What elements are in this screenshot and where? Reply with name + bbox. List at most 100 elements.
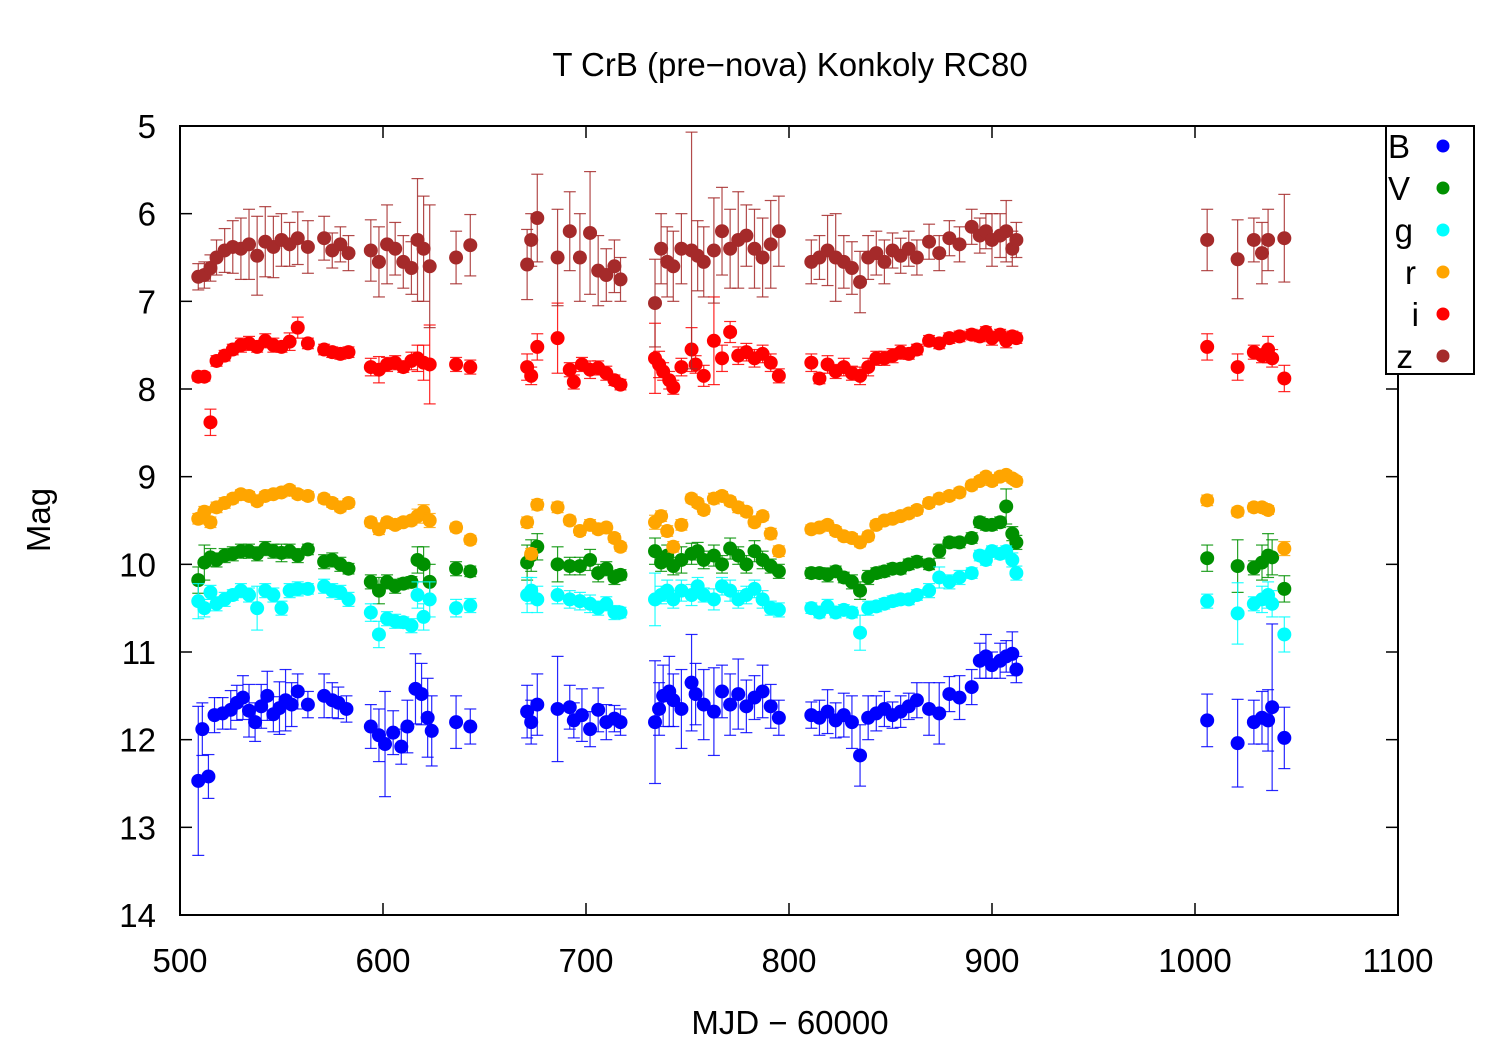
- data-point: [530, 211, 545, 226]
- data-point: [290, 320, 305, 335]
- data-point: [964, 219, 979, 234]
- data-point: [363, 719, 378, 734]
- data-point: [666, 592, 681, 607]
- data-point: [1230, 504, 1245, 519]
- data-point: [1009, 331, 1024, 346]
- data-point: [715, 684, 730, 699]
- y-tick-label: 6: [138, 196, 156, 233]
- data-point: [416, 609, 431, 624]
- data-point: [550, 500, 565, 515]
- data-point: [1200, 551, 1215, 566]
- data-point: [723, 697, 738, 712]
- data-point: [613, 539, 628, 554]
- data-point: [1009, 535, 1024, 550]
- data-point: [463, 719, 478, 734]
- data-point: [1261, 713, 1276, 728]
- data-point: [844, 605, 859, 620]
- data-point: [300, 488, 315, 503]
- data-point: [613, 605, 628, 620]
- y-tick-label: 12: [119, 722, 156, 759]
- data-point: [1200, 339, 1215, 354]
- data-point: [404, 618, 419, 633]
- data-point: [739, 557, 754, 572]
- data-point: [400, 719, 415, 734]
- x-tick-label: 600: [355, 942, 410, 979]
- data-point: [1230, 736, 1245, 751]
- data-point: [666, 380, 681, 395]
- data-point: [524, 368, 539, 383]
- data-point: [607, 259, 622, 274]
- data-point: [932, 706, 947, 721]
- data-point: [520, 257, 535, 272]
- data-point: [449, 561, 464, 576]
- data-point: [583, 552, 598, 567]
- data-point: [300, 239, 315, 254]
- data-point: [422, 357, 437, 372]
- data-point: [613, 377, 628, 392]
- data-point: [696, 697, 711, 712]
- data-point: [416, 557, 431, 572]
- data-point: [674, 360, 689, 375]
- data-point: [550, 250, 565, 265]
- series-V: [191, 488, 1292, 605]
- data-point: [550, 557, 565, 572]
- data-point: [942, 231, 957, 246]
- data-point: [404, 574, 419, 589]
- data-point: [1277, 371, 1292, 386]
- data-point: [463, 360, 478, 375]
- data-point: [572, 559, 587, 574]
- data-point: [1265, 351, 1280, 366]
- data-point: [599, 596, 614, 611]
- y-axis: 5 6 7 8 9 10 11 12 13 14: [119, 108, 1398, 934]
- data-point: [203, 585, 218, 600]
- data-point: [530, 592, 545, 607]
- x-axis-title: MJD − 60000: [691, 1004, 888, 1041]
- data-point: [197, 504, 212, 519]
- data-point: [853, 368, 868, 383]
- data-point: [909, 250, 924, 265]
- data-point: [339, 701, 354, 716]
- data-point: [861, 360, 876, 375]
- data-point: [371, 583, 386, 598]
- data-point: [371, 627, 386, 642]
- data-point: [449, 601, 464, 616]
- data-point: [1265, 550, 1280, 565]
- data-point: [591, 702, 606, 717]
- data-point: [715, 557, 730, 572]
- data-point: [583, 722, 598, 737]
- data-point: [300, 581, 315, 596]
- data-point: [674, 701, 689, 716]
- data-point: [300, 542, 315, 557]
- data-point: [1009, 662, 1024, 677]
- data-point: [804, 355, 819, 370]
- data-point: [599, 268, 614, 283]
- data-point: [201, 769, 216, 784]
- data-point: [250, 601, 265, 616]
- data-point: [1009, 474, 1024, 489]
- data-point: [574, 708, 589, 723]
- data-point: [723, 241, 738, 256]
- data-point: [844, 261, 859, 276]
- data-point: [755, 509, 770, 524]
- data-point: [1261, 502, 1276, 517]
- chart-title: T CrB (pre−nova) Konkoly RC80: [552, 46, 1027, 83]
- data-point: [922, 557, 937, 572]
- data-point: [416, 241, 431, 256]
- data-point: [1230, 559, 1245, 574]
- data-point: [674, 517, 689, 532]
- data-point: [371, 254, 386, 269]
- legend-marker-V: [1436, 181, 1450, 195]
- series-z: [191, 131, 1292, 370]
- data-point: [723, 583, 738, 598]
- series-B: [191, 623, 1292, 856]
- data-point: [1265, 700, 1280, 715]
- data-point: [715, 351, 730, 366]
- data-point: [909, 502, 924, 517]
- data-point: [747, 581, 762, 596]
- data-point: [300, 336, 315, 351]
- data-point: [1277, 627, 1292, 642]
- x-tick-label: 1100: [1363, 942, 1434, 979]
- data-point: [922, 234, 937, 249]
- data-point: [877, 254, 892, 269]
- data-point: [952, 535, 967, 550]
